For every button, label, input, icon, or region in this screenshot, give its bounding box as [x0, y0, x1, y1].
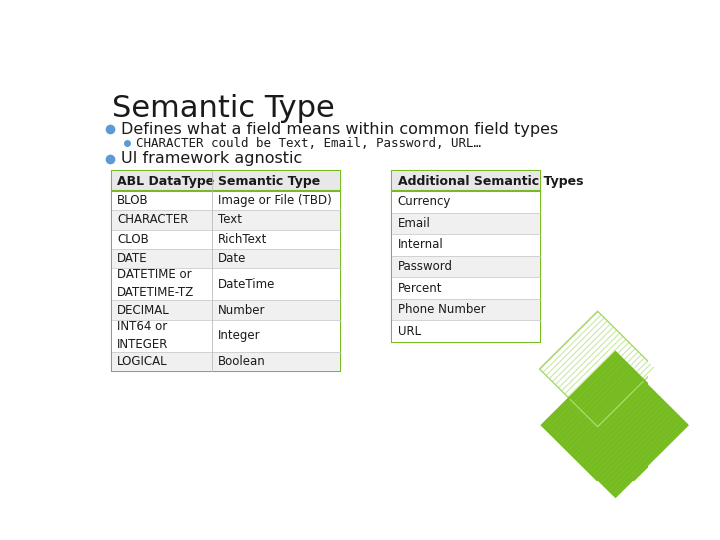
- Text: Date: Date: [218, 252, 246, 265]
- Bar: [392, 299, 539, 320]
- Bar: [392, 171, 539, 191]
- Text: Image or File (TBD): Image or File (TBD): [218, 194, 332, 207]
- Bar: [112, 249, 341, 268]
- Text: Defines what a field means within common field types: Defines what a field means within common…: [121, 122, 558, 137]
- Text: URL: URL: [397, 325, 420, 338]
- Text: Email: Email: [397, 217, 431, 230]
- Text: CLOB: CLOB: [117, 233, 149, 246]
- Text: Additional Semantic Types: Additional Semantic Types: [397, 174, 583, 187]
- Text: Password: Password: [397, 260, 453, 273]
- Text: Phone Number: Phone Number: [397, 303, 485, 316]
- Bar: [112, 171, 341, 372]
- Bar: [112, 230, 341, 249]
- Bar: [112, 300, 341, 320]
- Text: Number: Number: [218, 303, 266, 316]
- Text: DATETIME or
DATETIME-TZ: DATETIME or DATETIME-TZ: [117, 268, 194, 299]
- Text: CHARACTER could be Text, Email, Password, URL…: CHARACTER could be Text, Email, Password…: [137, 137, 482, 150]
- Text: Internal: Internal: [397, 239, 444, 252]
- Text: CHARACTER: CHARACTER: [117, 213, 189, 226]
- Bar: [112, 171, 341, 191]
- Text: Percent: Percent: [397, 281, 442, 295]
- Text: DateTime: DateTime: [218, 278, 275, 291]
- Bar: [112, 191, 341, 211]
- Bar: [112, 352, 341, 372]
- Bar: [112, 320, 341, 352]
- Text: Boolean: Boolean: [218, 355, 266, 368]
- Text: Semantic Type: Semantic Type: [112, 94, 335, 123]
- Bar: [392, 191, 539, 213]
- Text: LOGICAL: LOGICAL: [117, 355, 168, 368]
- Text: DATE: DATE: [117, 252, 148, 265]
- Text: Integer: Integer: [218, 329, 261, 342]
- Text: Text: Text: [218, 213, 242, 226]
- Bar: [112, 211, 341, 229]
- Text: RichText: RichText: [218, 233, 267, 246]
- Bar: [392, 171, 539, 342]
- Text: BLOB: BLOB: [117, 194, 149, 207]
- Bar: [392, 256, 539, 278]
- Text: INT64 or
INTEGER: INT64 or INTEGER: [117, 320, 168, 350]
- Bar: [392, 320, 539, 342]
- Bar: [392, 213, 539, 234]
- Text: Semantic Type: Semantic Type: [218, 174, 320, 187]
- Text: UI framework agnostic: UI framework agnostic: [121, 151, 302, 166]
- Bar: [392, 234, 539, 256]
- Text: DECIMAL: DECIMAL: [117, 303, 170, 316]
- Bar: [112, 268, 341, 300]
- Text: ABL DataType: ABL DataType: [117, 174, 215, 187]
- Bar: [392, 278, 539, 299]
- Text: Currency: Currency: [397, 195, 451, 208]
